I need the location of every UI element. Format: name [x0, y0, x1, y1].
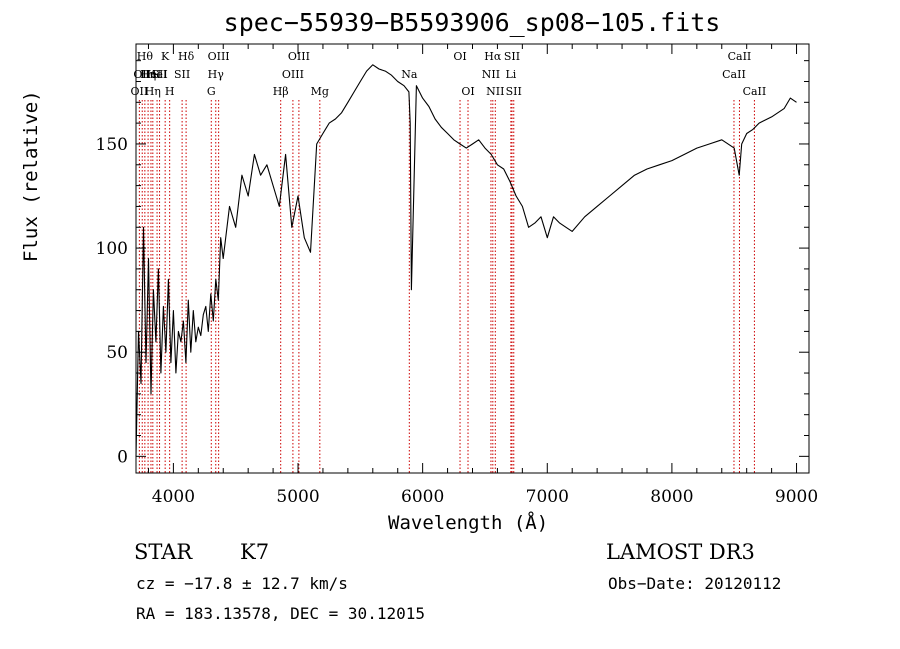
line-marker-label: OI: [453, 50, 466, 63]
x-tick-label: 8000: [650, 487, 693, 507]
line-marker-label: OIII: [288, 50, 310, 63]
line-marker-label: CaII: [743, 85, 767, 98]
sky-coordinates: RA = 183.13578, DEC = 30.12015: [136, 604, 425, 623]
x-tick-label: 4000: [152, 487, 195, 507]
line-marker-label: Mg: [311, 85, 329, 98]
line-marker-label: HeI: [141, 68, 161, 81]
line-marker-label: Hβ: [273, 85, 289, 98]
line-marker-label: CaII: [728, 50, 752, 63]
line-marker-label: HeI: [147, 68, 167, 81]
x-tick-label: 5000: [276, 487, 319, 507]
y-tick-label: 150: [96, 135, 128, 155]
line-marker-label: SII: [506, 85, 522, 98]
chart-title: spec−55939−B5593906_sp08−105.fits: [223, 8, 721, 37]
line-marker-label: Hθ: [137, 50, 154, 63]
y-tick-label: 50: [106, 343, 128, 363]
line-marker-label: NII: [486, 85, 504, 98]
line-marker-label: OII: [131, 85, 149, 98]
line-marker-label: NII: [482, 68, 500, 81]
line-marker-label: Hη: [145, 85, 161, 98]
line-marker-label: SII: [504, 50, 520, 63]
line-marker-label: SII: [151, 68, 167, 81]
line-marker-label: Hα: [484, 50, 502, 63]
line-marker-label: Hη: [140, 68, 156, 81]
redshift-value: cz = −17.8 ± 12.7 km/s: [136, 574, 348, 593]
line-marker-label: Na: [401, 68, 418, 81]
line-marker-label: SII: [174, 68, 190, 81]
x-tick-label: 7000: [526, 487, 569, 507]
line-marker-label: H: [165, 85, 175, 98]
object-subclass: K7: [240, 540, 270, 564]
line-marker-label: OI: [461, 85, 474, 98]
object-class: STAR: [134, 540, 193, 564]
survey-name: LAMOST DR3: [606, 540, 755, 564]
x-tick-label: 6000: [401, 487, 444, 507]
line-marker-label: CaII: [722, 68, 746, 81]
line-marker-label: K: [161, 50, 170, 63]
line-marker-label: G: [207, 85, 216, 98]
y-tick-label: 100: [96, 239, 128, 259]
line-marker-label: OIII: [282, 68, 304, 81]
line-marker-label: Li: [505, 68, 516, 81]
y-tick-label: 0: [117, 447, 128, 467]
line-marker-label: Hδ: [178, 50, 195, 63]
x-axis-label: Wavelength (Å): [388, 512, 549, 534]
x-tick-label: 9000: [775, 487, 818, 507]
spectrum-series-line: [135, 64, 797, 457]
observation-date: Obs−Date: 20120112: [608, 574, 782, 593]
line-marker-label: Hγ: [208, 68, 225, 81]
line-marker-label: OII: [133, 68, 151, 81]
line-marker-label: OIII: [208, 50, 230, 63]
plot-frame: [135, 43, 810, 474]
